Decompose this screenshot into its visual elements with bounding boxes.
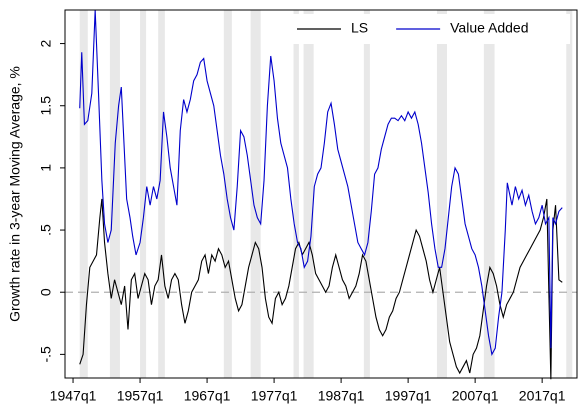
x-tick-label: 1977q1 <box>251 388 298 404</box>
recession-band <box>436 10 447 378</box>
recession-band <box>79 10 88 378</box>
recession-band <box>250 10 261 378</box>
x-tick-label: 1987q1 <box>318 388 365 404</box>
y-tick-label: -.5 <box>38 346 54 363</box>
y-tick-label: .5 <box>38 224 54 236</box>
legend-label: LS <box>351 20 368 36</box>
recession-band <box>223 10 232 378</box>
y-tick-label: 0 <box>38 288 54 296</box>
y-axis-title: Growth rate in 3-year Moving Average, % <box>7 66 23 322</box>
plot-frame <box>64 9 578 379</box>
recession-band <box>363 10 370 378</box>
recession-band <box>483 10 495 378</box>
y-tick-label: 1 <box>38 164 54 172</box>
x-tick-label: 1957q1 <box>117 388 164 404</box>
legend: LS Value Added <box>285 14 570 44</box>
series-line <box>79 9 563 357</box>
legend-label: Value Added <box>450 20 528 36</box>
recession-band <box>140 10 147 378</box>
recession-band <box>158 10 165 378</box>
recession-band <box>109 10 120 378</box>
x-tick-label: 2007q1 <box>452 388 499 404</box>
recession-band <box>566 10 573 378</box>
x-tick-label: 2017q1 <box>519 388 566 404</box>
recession-band <box>303 10 314 378</box>
recession-band <box>293 10 299 378</box>
y-tick-label: 1.5 <box>38 96 54 116</box>
x-tick-label: 1967q1 <box>184 388 231 404</box>
y-tick-label: 2 <box>38 39 54 47</box>
x-tick-label: 1947q1 <box>50 388 97 404</box>
series-line <box>79 198 563 380</box>
x-tick-label: 1997q1 <box>385 388 432 404</box>
